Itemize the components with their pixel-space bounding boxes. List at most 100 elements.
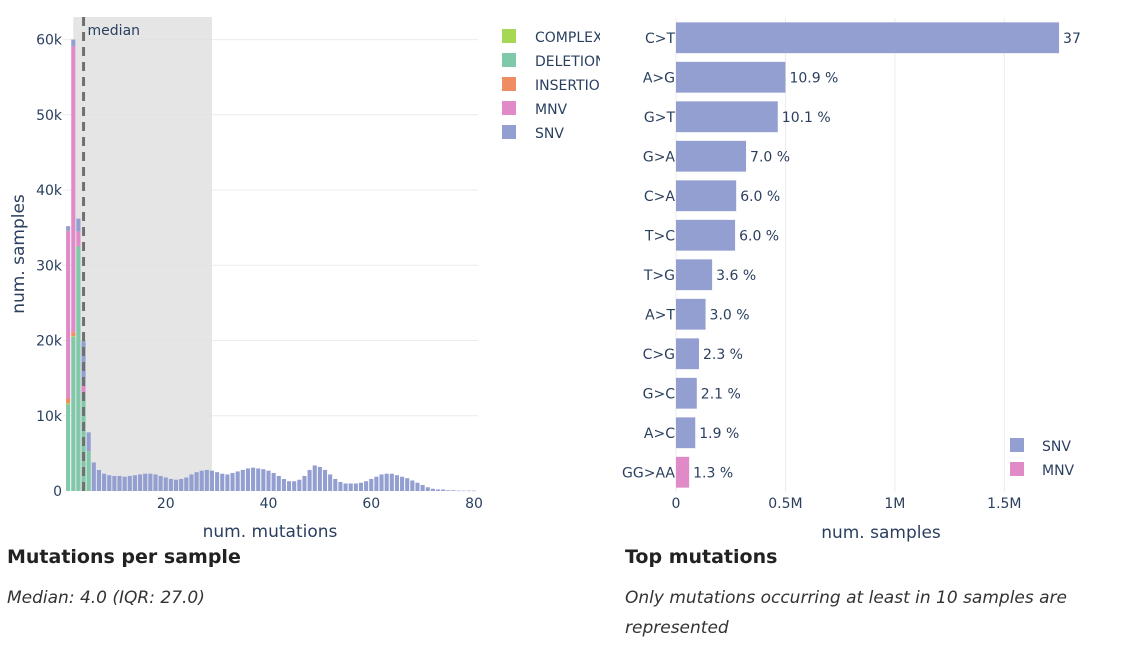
legend-swatch-insertion bbox=[502, 77, 516, 91]
bar-snv bbox=[86, 432, 91, 452]
bar-snv bbox=[194, 472, 199, 491]
category-label: C>T bbox=[645, 31, 676, 47]
bar bbox=[676, 417, 696, 449]
bar-snv bbox=[245, 468, 251, 491]
bar-snv bbox=[425, 487, 430, 491]
bar-snv bbox=[163, 477, 168, 491]
bar bbox=[676, 140, 747, 172]
bar-snv bbox=[148, 473, 153, 491]
legend-swatch-mnv bbox=[1010, 462, 1024, 476]
bar-snv bbox=[276, 475, 281, 491]
bar-snv bbox=[410, 480, 415, 491]
bar bbox=[676, 101, 778, 133]
legend-swatch-snv bbox=[1010, 438, 1024, 452]
value-label: 2.3 % bbox=[703, 347, 743, 363]
bar-snv bbox=[173, 479, 179, 491]
bar-snv bbox=[127, 475, 132, 491]
legend-swatch-complex bbox=[502, 29, 516, 43]
bar-snv bbox=[158, 475, 163, 491]
bar-snv bbox=[466, 490, 471, 492]
mutations-per-sample-chart: median 0 10k 20k 30k 40k 50k 60k 20 40 60 80 num.… bbox=[9, 17, 600, 542]
category-label: GG>AA bbox=[622, 465, 675, 481]
bar-snv bbox=[358, 482, 364, 491]
bar-snv bbox=[400, 476, 405, 491]
bar-complex bbox=[66, 402, 71, 405]
x-gridlines bbox=[675, 18, 1005, 492]
bar-snv bbox=[456, 490, 461, 492]
bar-snv bbox=[317, 466, 322, 491]
bars bbox=[676, 22, 1060, 488]
legend-label: COMPLEX bbox=[535, 30, 600, 46]
bar-snv bbox=[168, 478, 173, 491]
category-label: T>C bbox=[644, 228, 675, 244]
bar-deletion bbox=[76, 246, 81, 491]
bar bbox=[676, 180, 737, 212]
bar-insertion bbox=[66, 398, 71, 403]
left-panel-caption: Median: 4.0 (IQR: 27.0) bbox=[7, 588, 205, 608]
bar bbox=[676, 338, 699, 370]
category-label: C>G bbox=[643, 347, 675, 363]
legend: SNV MNV bbox=[1010, 438, 1075, 479]
x-tick-label: 1.5M bbox=[987, 496, 1021, 512]
value-label: 10.9 % bbox=[789, 70, 838, 86]
y-tick-labels: 0 10k 20k 30k 40k 50k 60k bbox=[36, 33, 63, 500]
bar-insertion bbox=[71, 332, 76, 337]
bar bbox=[676, 61, 786, 93]
bar-snv bbox=[122, 476, 127, 491]
category-label: T>G bbox=[643, 268, 675, 284]
bar-snv bbox=[76, 218, 81, 232]
right-panel-caption: Only mutations occurring at least in 10 … bbox=[625, 588, 1068, 638]
top-mutations-chart: C>T A>G G>T G>A C>A T>C T>G A>T C>G G>C A>C GG>AA 3… bbox=[622, 18, 1081, 543]
bar-snv bbox=[379, 474, 384, 491]
bar-snv bbox=[132, 475, 137, 491]
bar-snv bbox=[312, 465, 317, 491]
legend-label: MNV bbox=[1042, 463, 1075, 479]
x-tick-label: 1M bbox=[884, 496, 905, 512]
right-panel-title: Top mutations bbox=[625, 546, 778, 568]
y-tick-label: 20k bbox=[36, 334, 63, 350]
bar-snv bbox=[338, 481, 343, 491]
bar-snv bbox=[153, 474, 158, 491]
value-label: 37 bbox=[1063, 31, 1081, 47]
bar-snv bbox=[204, 469, 209, 491]
category-label: G>T bbox=[644, 110, 676, 126]
x-tick-label: 20 bbox=[157, 496, 175, 512]
value-label: 1.3 % bbox=[693, 465, 733, 481]
legend-label: INSERTION bbox=[535, 78, 600, 94]
bar-snv bbox=[102, 473, 107, 491]
legend-swatch-mnv bbox=[502, 101, 516, 115]
value-label: 2.1 % bbox=[701, 386, 741, 402]
iqr-shading bbox=[73, 17, 212, 491]
legend-swatch-deletion bbox=[502, 53, 516, 67]
y-tick-label: 10k bbox=[36, 409, 63, 425]
bar-snv bbox=[394, 475, 399, 491]
y-tick-label: 40k bbox=[36, 183, 63, 199]
y-tick-label: 50k bbox=[36, 108, 63, 124]
legend-label: SNV bbox=[1042, 439, 1071, 455]
bar-snv bbox=[343, 483, 348, 491]
bar-deletion bbox=[86, 451, 91, 491]
x-tick-label: 40 bbox=[260, 496, 278, 512]
bar-snv bbox=[369, 478, 374, 491]
legend: COMPLEX DELETION INSERTION MNV SNV bbox=[502, 29, 600, 142]
bar-snv bbox=[220, 473, 225, 491]
value-label: 7.0 % bbox=[750, 149, 790, 165]
value-label: 6.0 % bbox=[739, 228, 779, 244]
x-axis-title: num. samples bbox=[821, 523, 941, 543]
bar-snv bbox=[215, 472, 220, 491]
value-label: 3.6 % bbox=[716, 268, 756, 284]
bar bbox=[676, 22, 1060, 54]
category-label: G>C bbox=[643, 386, 676, 402]
bar-snv bbox=[374, 476, 379, 491]
legend-swatch-snv bbox=[502, 125, 516, 139]
x-tick-label: 60 bbox=[362, 496, 380, 512]
bar-snv bbox=[302, 475, 307, 491]
value-label: 10.1 % bbox=[782, 110, 831, 126]
median-marker: median bbox=[82, 17, 140, 491]
bar-snv bbox=[184, 477, 189, 491]
bar-complex bbox=[71, 336, 76, 337]
bar bbox=[676, 259, 713, 291]
y-tick-label: 60k bbox=[36, 33, 63, 49]
value-label: 3.0 % bbox=[710, 307, 750, 323]
bar bbox=[676, 456, 690, 488]
